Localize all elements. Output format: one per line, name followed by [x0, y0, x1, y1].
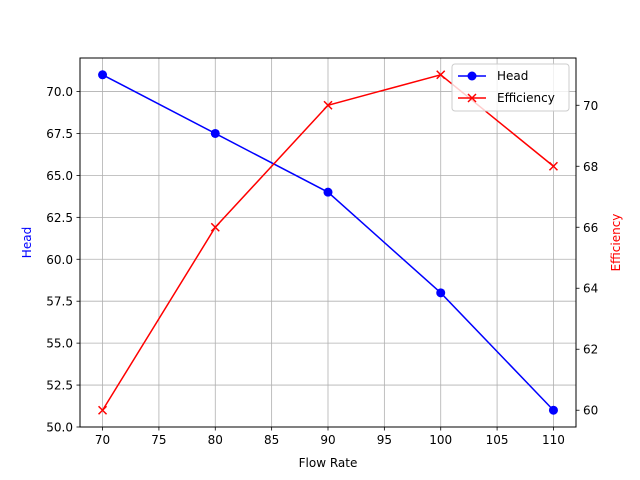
- data-point-circle: [323, 187, 333, 197]
- data-point-x: [210, 222, 220, 232]
- x-tick-label: 100: [429, 433, 452, 447]
- right-tick-label: 60: [583, 404, 598, 418]
- left-tick-label: 60.0: [46, 253, 73, 267]
- left-tick-label: 50.0: [46, 421, 73, 435]
- data-point-circle: [210, 128, 220, 138]
- legend-label-efficiency: Efficiency: [497, 91, 555, 105]
- right-tick-label: 64: [583, 282, 598, 296]
- right-tick-label: 66: [583, 221, 598, 235]
- data-point-circle: [436, 288, 446, 298]
- x-tick-label: 95: [377, 433, 392, 447]
- left-tick-label: 65.0: [46, 169, 73, 183]
- x-tick-label: 90: [320, 433, 335, 447]
- left-tick-label: 57.5: [46, 295, 73, 309]
- data-point-circle: [98, 70, 108, 80]
- grid-lines: [80, 58, 576, 428]
- right-axis-label: Efficiency: [609, 214, 623, 272]
- x-tick-label: 105: [486, 433, 509, 447]
- left-tick-label: 52.5: [46, 379, 73, 393]
- legend: Head Efficiency: [451, 63, 570, 112]
- x-tick-label: 110: [542, 433, 565, 447]
- left-tick-label: 67.5: [46, 127, 73, 141]
- left-tick-label: 70.0: [46, 85, 73, 99]
- data-point-circle: [548, 405, 558, 415]
- left-axis-label: Head: [20, 227, 34, 258]
- x-tick-label: 85: [264, 433, 279, 447]
- x-tick-label: 75: [151, 433, 166, 447]
- data-point-x: [323, 100, 333, 110]
- legend-label-head: Head: [497, 69, 528, 83]
- right-tick-label: 62: [583, 343, 598, 357]
- circle-marker-icon: [467, 71, 477, 81]
- left-tick-label: 62.5: [46, 211, 73, 225]
- right-tick-label: 68: [583, 160, 598, 174]
- left-axis-ticks: 50.0 52.5 55.0 57.5 60.0 62.5 65.0 67.5 70.0: [46, 85, 80, 435]
- legend-item-efficiency: Efficiency: [458, 91, 555, 105]
- x-axis-ticks: 70 75 80 85 90 95 100 105 110: [95, 427, 565, 447]
- x-marker-icon: [467, 93, 477, 103]
- data-point-x: [548, 161, 558, 171]
- left-tick-label: 55.0: [46, 337, 73, 351]
- data-point-x: [436, 70, 446, 80]
- x-axis-label: Flow Rate: [299, 456, 358, 470]
- right-axis-ticks: 60 62 64 66 68 70: [576, 99, 598, 418]
- x-tick-label: 70: [95, 433, 110, 447]
- data-point-x: [98, 405, 108, 415]
- legend-item-head: Head: [458, 69, 528, 83]
- right-tick-label: 70: [583, 99, 598, 113]
- x-tick-label: 80: [208, 433, 223, 447]
